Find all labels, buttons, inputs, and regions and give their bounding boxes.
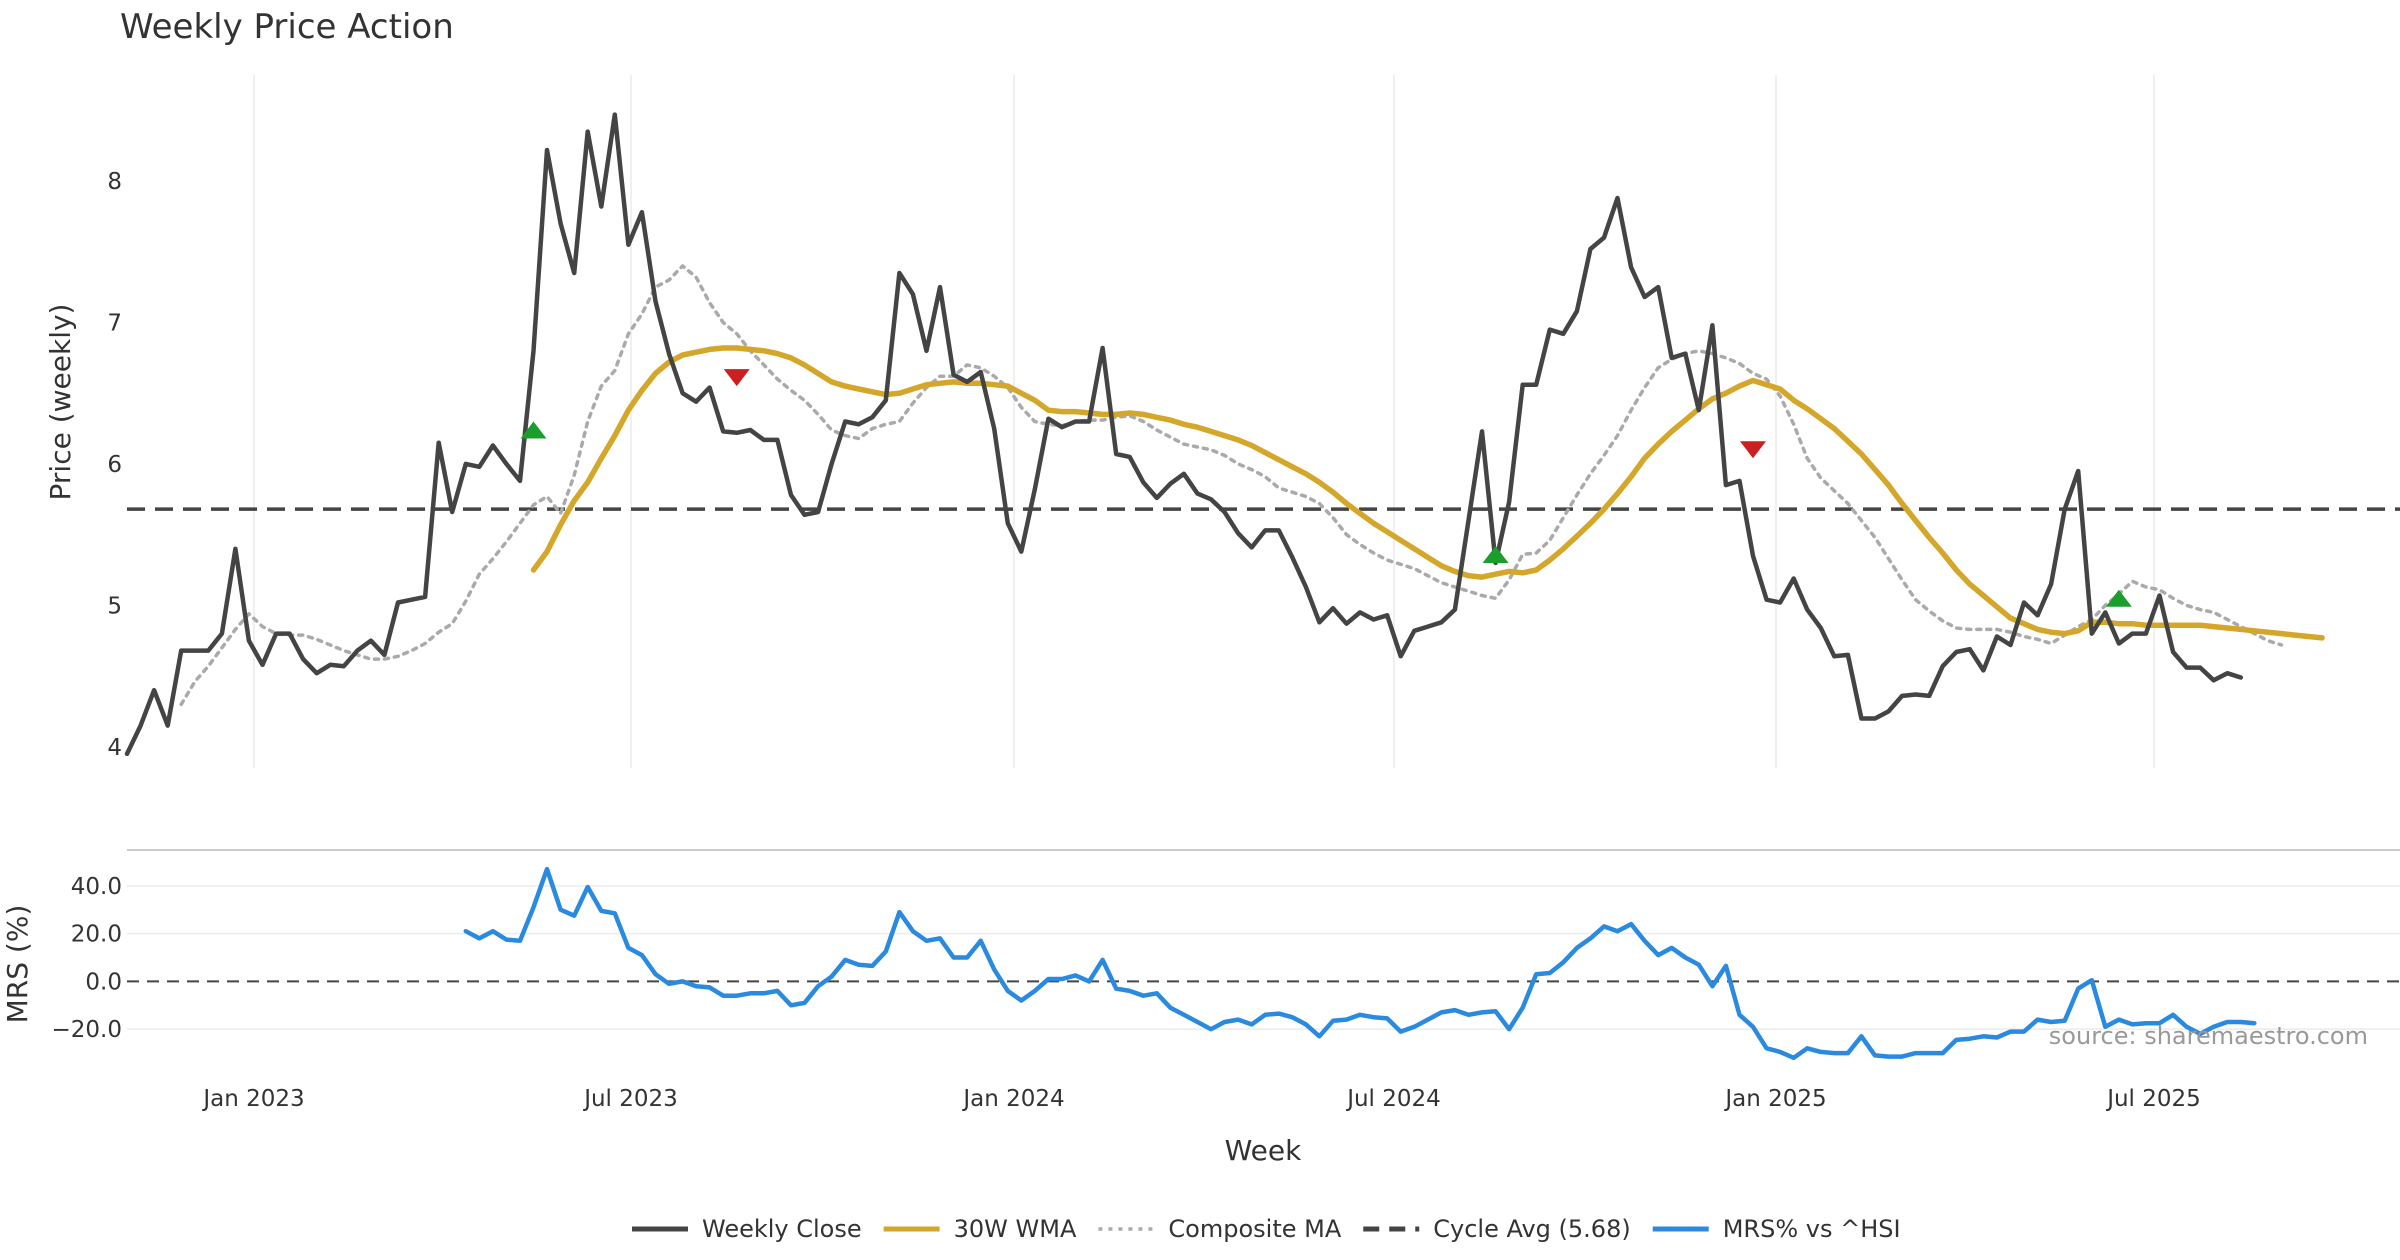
mrs-y-tick-label: 0.0 (85, 969, 122, 995)
x-tick-label: Jul 2025 (2105, 1086, 2201, 1112)
x-tick-label: Jul 2023 (582, 1086, 678, 1112)
signal-markers (520, 369, 2132, 607)
price-panel: Price (weekly) 4 5 6 7 8 (44, 112, 2400, 761)
grid-lines (127, 75, 2400, 1030)
legend-label: Composite MA (1168, 1215, 1341, 1243)
x-axis-ticks: Jan 2023 Jul 2023 Jan 2024 Jul 2024 Jan 2025… (201, 1086, 2200, 1112)
price-y-tick-label: 7 (107, 311, 122, 337)
legend-label: Cycle Avg (5.68) (1433, 1215, 1630, 1243)
x-tick-label: Jul 2024 (1345, 1086, 1441, 1112)
buy-signal-marker (520, 421, 547, 439)
sell-signal-marker (723, 369, 750, 387)
legend-label: 30W WMA (954, 1215, 1077, 1243)
sell-signal-marker (1740, 441, 1766, 459)
price-y-tick-label: 6 (107, 452, 122, 478)
legend-label: Weekly Close (702, 1215, 862, 1243)
mrs-y-tick-label: −20.0 (52, 1017, 122, 1043)
x-axis-label: Week (1225, 1134, 1302, 1167)
price-y-tick-label: 5 (107, 593, 122, 619)
mrs-y-tick-label: 20.0 (71, 922, 122, 948)
composite-ma-series (179, 264, 2284, 707)
mrs-series (463, 866, 2257, 1061)
price-y-axis-label: Price (weekly) (44, 304, 77, 501)
x-tick-label: Jan 2025 (1723, 1086, 1826, 1112)
mrs-panel: MRS (%) 40.0 20.0 0.0 −20.0 (1, 866, 2400, 1061)
price-y-tick-label: 8 (107, 169, 122, 195)
buy-signal-marker (1482, 545, 1509, 563)
legend: Weekly Close 30W WMA Composite MA Cycle Avg… (632, 1215, 1901, 1243)
mrs-y-tick-label: 40.0 (71, 874, 122, 900)
weekly-close-series (124, 112, 2244, 757)
price-y-tick-label: 4 (107, 735, 122, 761)
buy-signal-marker (2105, 589, 2132, 607)
mrs-y-ticks: 40.0 20.0 0.0 −20.0 (52, 874, 122, 1043)
wma-30w-series (530, 345, 2325, 641)
legend-label: MRS% vs ^HSI (1723, 1215, 1901, 1243)
x-tick-label: Jan 2023 (201, 1086, 304, 1112)
mrs-y-axis-label: MRS (%) (1, 905, 34, 1024)
price-y-ticks: 4 5 6 7 8 (107, 169, 122, 761)
chart-title: Weekly Price Action (120, 7, 454, 47)
source-note: source: sharemaestro.com (2049, 1022, 2368, 1050)
x-tick-label: Jan 2024 (961, 1086, 1064, 1112)
